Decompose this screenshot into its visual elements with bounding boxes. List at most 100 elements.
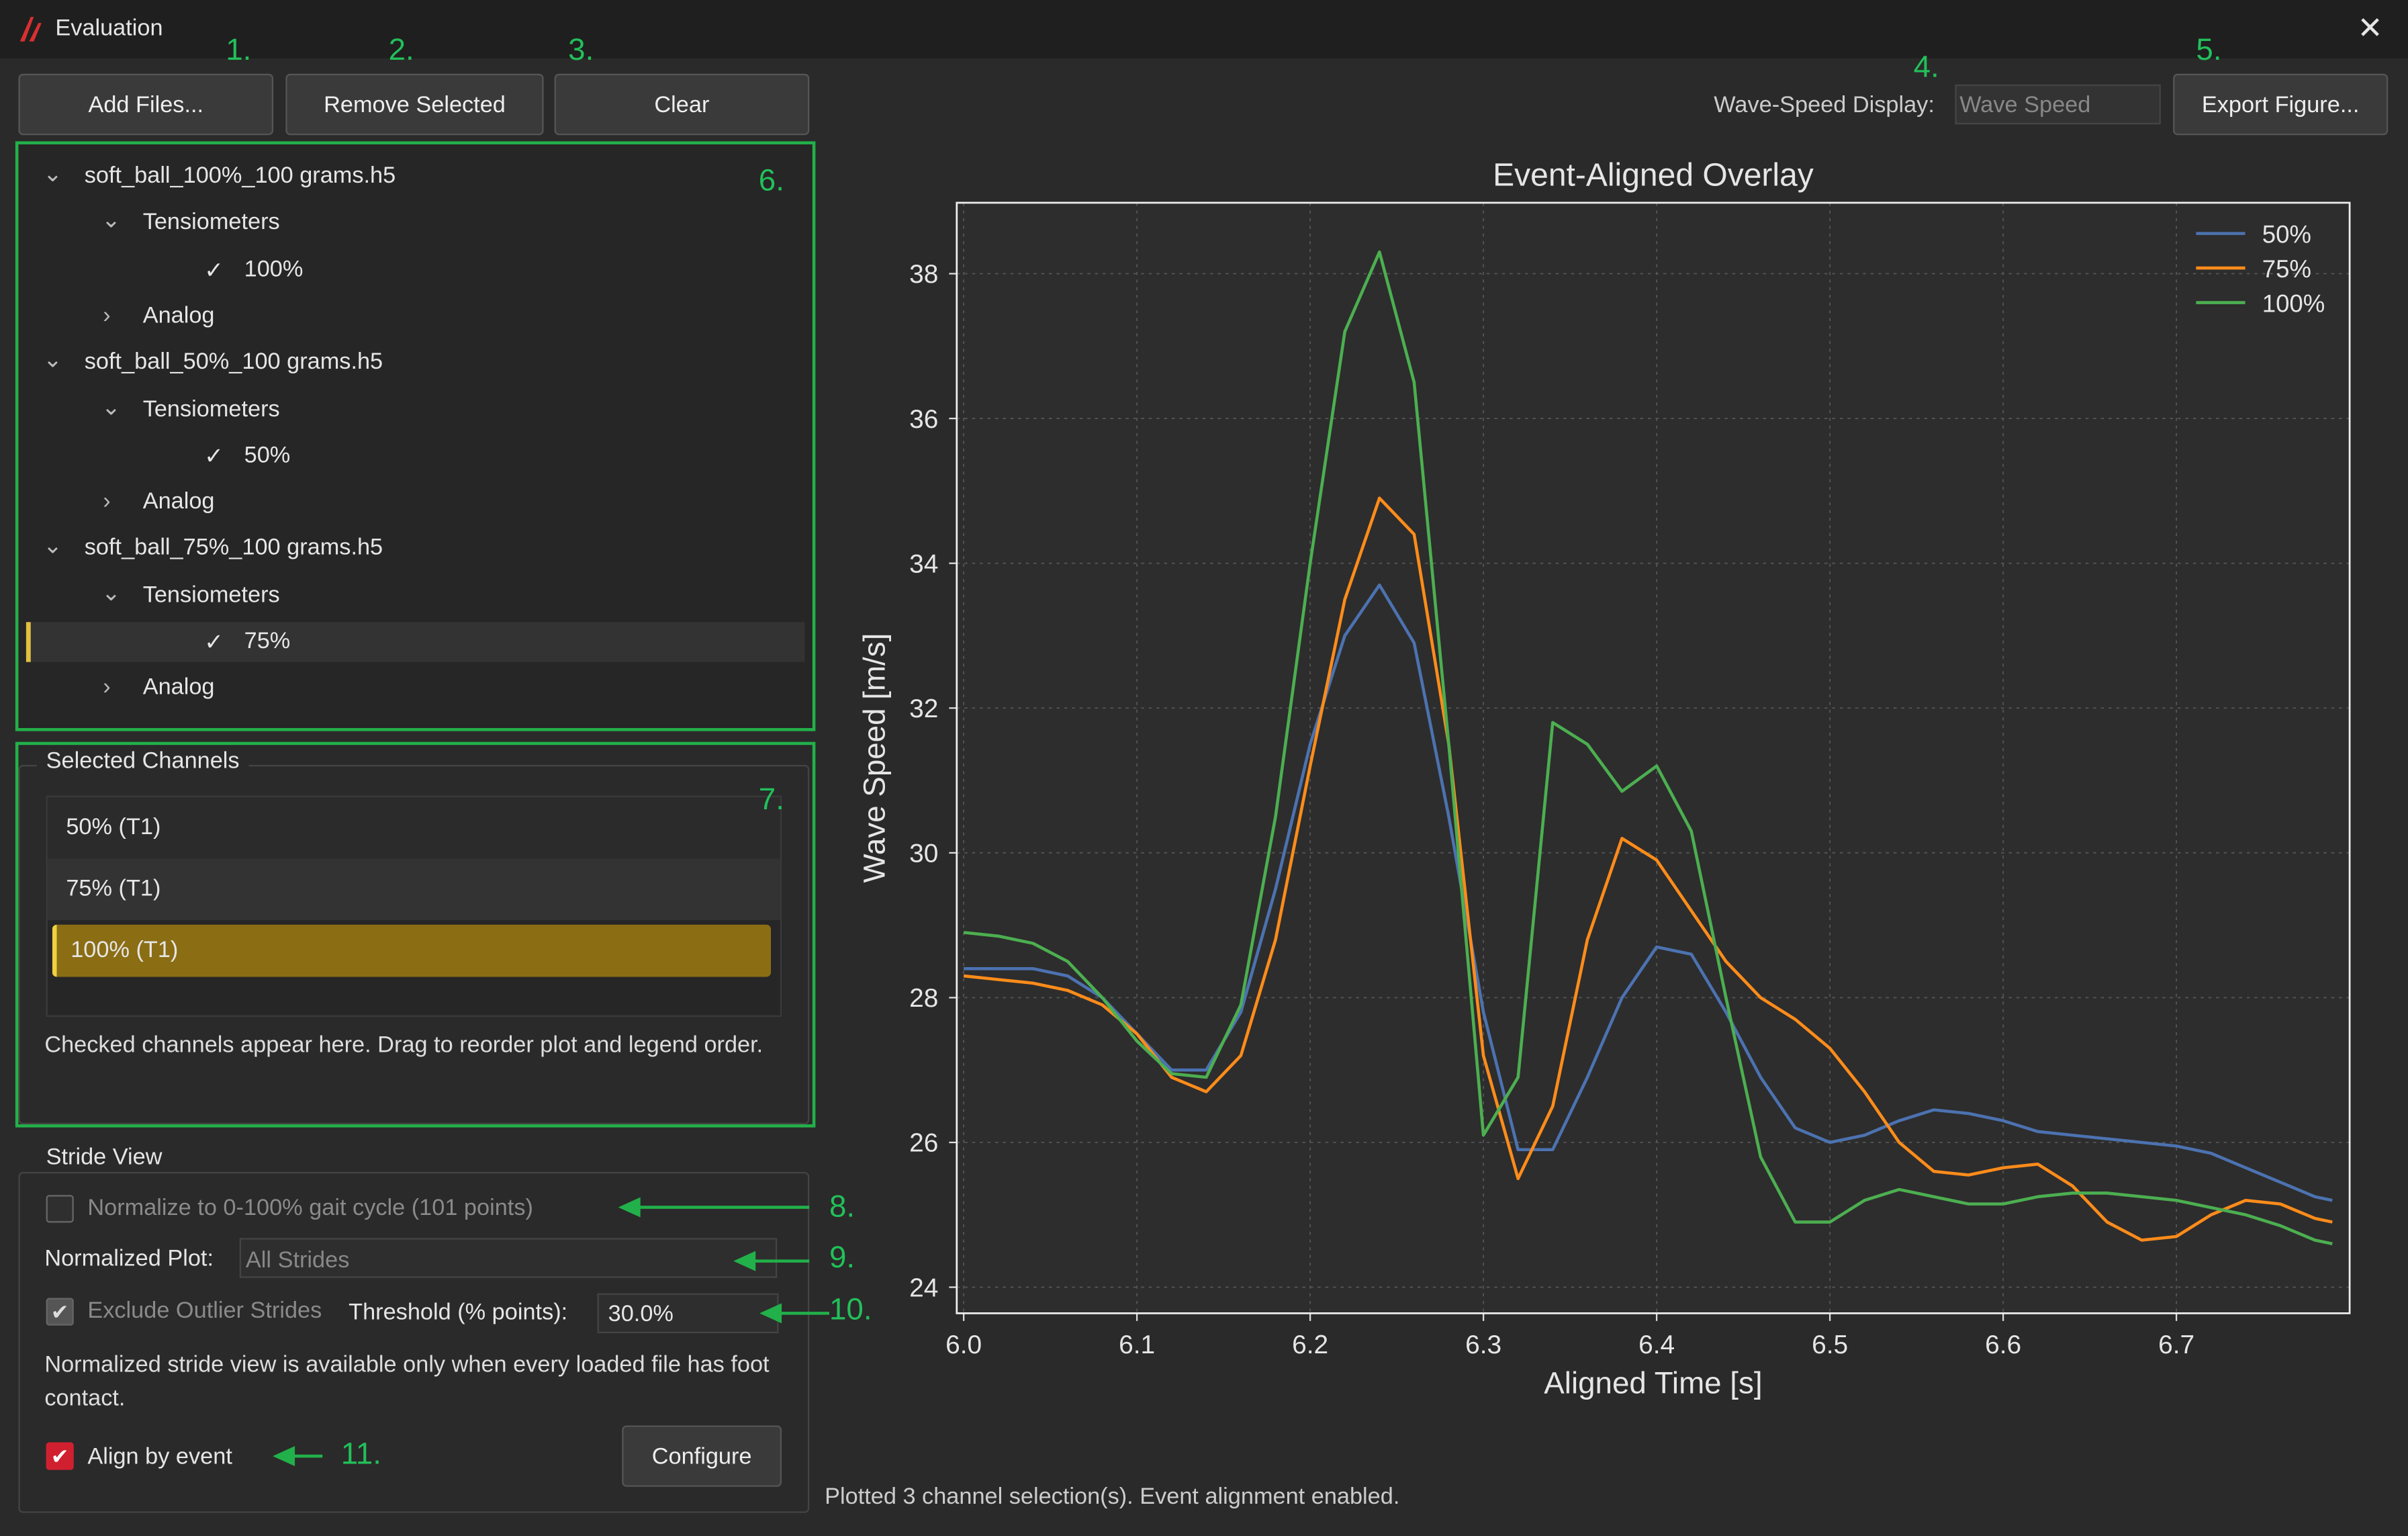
note-text: Normalized stride view is available only… (44, 1351, 770, 1412)
series-line (963, 250, 2333, 1246)
y-tick-label: 26 (909, 1129, 938, 1158)
chevron: ⌄ (43, 347, 62, 374)
add-files-button[interactable]: Add Files... (18, 73, 274, 136)
chart-title: Event-Aligned Overlay (1493, 158, 1814, 193)
x-tick-label: 6.6 (1985, 1330, 2021, 1359)
group-name: Analog (142, 302, 215, 329)
annotation-box (15, 741, 816, 1128)
channel-name[interactable]: 100% (244, 255, 304, 282)
annotation-number: 5. (2196, 34, 2222, 68)
annotation-number: 3. (568, 34, 594, 68)
file-tree: ⌄ soft_ball_100%_100 grams.h5 ⌄ Tensiometer… (17, 142, 815, 730)
y-axis-label: Wave Speed [m/s] (857, 633, 891, 883)
exclude-checkbox[interactable]: ✔ (46, 1298, 74, 1326)
x-tick-label: 6.0 (945, 1330, 982, 1359)
chevron: › (103, 674, 111, 701)
series-line (964, 583, 2333, 1202)
annotation-number: 8. (829, 1190, 855, 1224)
check: ✓ (204, 629, 224, 656)
group-name: Analog (142, 488, 215, 515)
exclude-label: Exclude Outlier Strides (87, 1298, 322, 1324)
annotation-number: 4. (1913, 50, 1939, 85)
align-checkbox[interactable]: ✔ (46, 1442, 74, 1470)
y-tick-label: 36 (909, 405, 938, 434)
hint-text: Checked channels appear here. Drag to re… (44, 1032, 763, 1058)
app-icon (19, 17, 42, 42)
x-axis-label: Aligned Time [s] (1544, 1365, 1762, 1400)
stride-view-group (18, 1171, 810, 1513)
selected-channels-group (18, 764, 810, 1125)
normalized-plot-combo[interactable]: All Strides (239, 1238, 778, 1278)
x-tick-label: 6.3 (1465, 1330, 1501, 1359)
channel-name[interactable]: 75% (244, 628, 291, 655)
window-title: Evaluation (55, 15, 163, 42)
annotation-number: 6. (758, 164, 784, 199)
y-tick-label: 34 (909, 549, 938, 578)
y-tick-label: 24 (909, 1273, 938, 1302)
file-name: soft_ball_75%_100 grams.h5 (84, 535, 383, 561)
chevron: ⌄ (101, 394, 121, 420)
chevron: › (103, 488, 111, 515)
annotation-number: 1. (226, 34, 252, 68)
annotation-box (15, 141, 816, 731)
file-name: soft_ball_100%_100 grams.h5 (84, 163, 396, 189)
status-text: Plotted 3 channel selection(s). Event al… (825, 1484, 1400, 1510)
configure-button[interactable]: Configure (622, 1425, 782, 1487)
title-bar (0, 0, 2408, 58)
legend-label: 50% (2262, 220, 2311, 248)
chevron: ⌄ (43, 161, 62, 188)
wave-speed-combo[interactable]: Wave Speed (1955, 84, 2161, 125)
row-highlight (26, 622, 805, 662)
legend-label: 75% (2262, 255, 2311, 283)
close-button[interactable]: ✕ (2357, 12, 2383, 46)
x-tick-label: 6.7 (2158, 1330, 2194, 1359)
annotation-number: 11. (340, 1437, 381, 1472)
channel-list: 50% (T1) 75% (T1) 100% (T1) (46, 795, 782, 1017)
channel-item[interactable]: 100% (T1) (52, 924, 772, 977)
plot-frame (956, 201, 2351, 1314)
y-tick-label: 30 (909, 840, 938, 868)
wave-speed-label: Wave-Speed Display: (1714, 92, 1935, 119)
group-title: Selected Channels (36, 748, 249, 774)
annotation-number: 2. (388, 34, 414, 68)
chevron: ⌄ (101, 580, 121, 606)
check: ✓ (204, 257, 224, 284)
group-name: Analog (142, 674, 215, 701)
x-tick-label: 6.1 (1119, 1330, 1155, 1359)
group-name: Tensiometers (142, 582, 280, 608)
normalize-checkbox[interactable] (46, 1195, 74, 1223)
channel-item[interactable]: 75% (T1) (47, 858, 780, 920)
channel-item[interactable]: 50% (T1) (47, 797, 780, 859)
chevron: › (103, 302, 111, 329)
group-name: Tensiometers (142, 209, 280, 236)
annotation-number: 9. (829, 1240, 855, 1275)
threshold-label: Threshold (% points): (349, 1299, 568, 1326)
threshold-spinbox[interactable]: 30.0% (597, 1293, 779, 1334)
group-name: Tensiometers (142, 395, 280, 422)
export-figure-button[interactable]: Export Figure... (2173, 73, 2389, 136)
x-tick-label: 6.2 (1292, 1330, 1328, 1359)
annotation-number: 7. (758, 783, 784, 817)
align-label: Align by event (87, 1443, 232, 1470)
normalize-label: Normalize to 0-100% gait cycle (101 poin… (87, 1195, 533, 1222)
check: ✓ (204, 443, 224, 470)
y-tick-label: 28 (909, 984, 938, 1013)
annotation-number: 10. (829, 1293, 872, 1327)
chevron: ⌄ (43, 533, 62, 560)
y-tick-label: 32 (909, 694, 938, 723)
clear-button[interactable]: Clear (554, 73, 810, 136)
x-tick-label: 6.4 (1638, 1330, 1675, 1359)
series-line (963, 496, 2333, 1242)
remove-selected-button[interactable]: Remove Selected (285, 73, 544, 136)
file-name: soft_ball_50%_100 grams.h5 (84, 349, 383, 375)
group-title: Stride View (36, 1144, 172, 1171)
y-tick-label: 38 (909, 260, 938, 289)
x-tick-label: 6.5 (1812, 1330, 1848, 1359)
chevron: ⌄ (101, 208, 121, 234)
legend-label: 100% (2262, 289, 2325, 317)
normalized-plot-label: Normalized Plot: (44, 1245, 214, 1272)
plot-area (956, 202, 2350, 1314)
channel-name[interactable]: 50% (244, 442, 291, 469)
